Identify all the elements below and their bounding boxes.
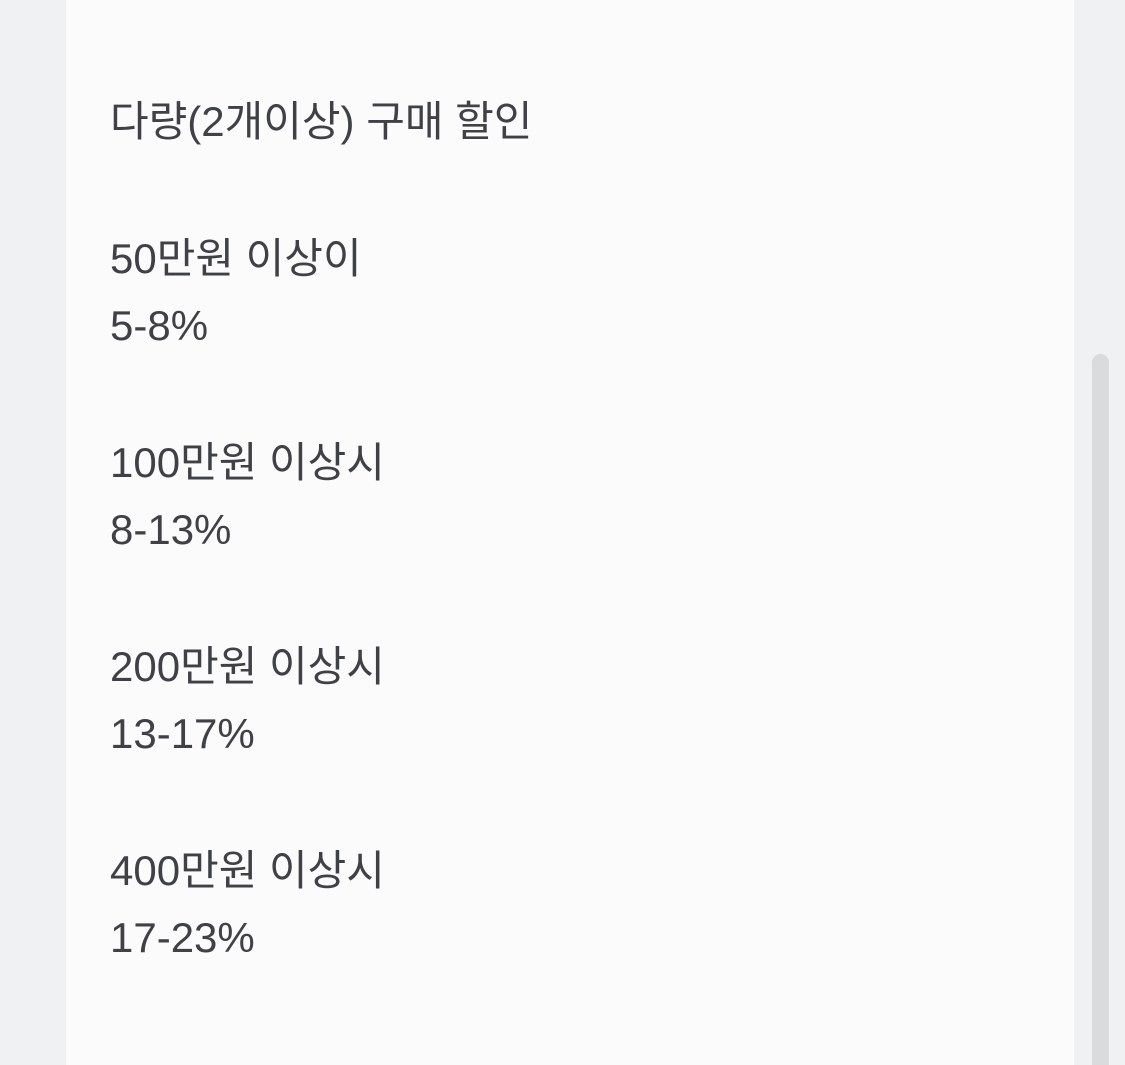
scrollbar-track[interactable]	[1074, 0, 1125, 1065]
left-gutter	[0, 0, 66, 1065]
discount-tier: 400만원 이상시 17-23%	[110, 837, 1074, 971]
discount-tier: 50만원 이상이 5-8%	[110, 225, 1074, 359]
tier-condition: 100만원 이상시	[110, 439, 385, 486]
tier-condition: 400만원 이상시	[110, 847, 385, 894]
content-area: 다량(2개이상) 구매 할인 50만원 이상이 5-8% 100만원 이상시 8…	[66, 0, 1074, 1065]
tier-discount: 8-13%	[110, 506, 232, 553]
tier-discount: 5-8%	[110, 302, 209, 349]
tier-condition: 50만원 이상이	[110, 235, 362, 282]
scrollbar-thumb[interactable]	[1092, 354, 1109, 1065]
discount-tier: 200만원 이상시 13-17%	[110, 633, 1074, 767]
tier-discount: 13-17%	[110, 710, 255, 757]
page-title: 다량(2개이상) 구매 할인	[110, 98, 533, 145]
tier-discount: 17-23%	[110, 914, 255, 961]
discount-tier: 100만원 이상시 8-13%	[110, 429, 1074, 563]
tier-condition: 200만원 이상시	[110, 643, 385, 690]
